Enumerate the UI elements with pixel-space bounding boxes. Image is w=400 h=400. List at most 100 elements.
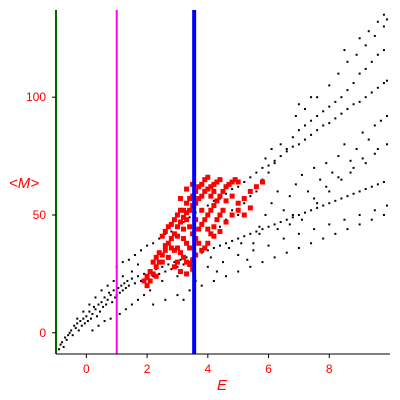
black-data-point (215, 270, 218, 273)
red-data-point (181, 207, 187, 213)
red-data-point (177, 269, 183, 275)
black-data-point (370, 91, 373, 94)
red-data-point (202, 245, 208, 251)
black-data-point (124, 287, 127, 290)
black-data-point (164, 298, 167, 301)
black-data-point (252, 249, 255, 252)
black-data-point (258, 225, 261, 228)
black-data-point (373, 209, 376, 212)
black-data-point (291, 145, 294, 148)
black-data-point (89, 317, 92, 320)
red-data-point (174, 245, 180, 251)
black-data-point (185, 256, 188, 259)
black-data-point (136, 275, 139, 278)
black-data-point (85, 315, 88, 318)
black-data-point (143, 272, 146, 275)
red-data-point (220, 188, 226, 194)
red-data-point (153, 273, 159, 279)
red-data-point (214, 217, 220, 223)
black-data-point (170, 230, 173, 233)
black-data-point (246, 258, 249, 261)
black-data-point (328, 105, 331, 108)
red-data-point (181, 226, 187, 232)
black-data-point (212, 199, 215, 202)
black-data-point (179, 258, 182, 261)
red-data-point (211, 181, 217, 187)
red-data-point (181, 236, 187, 242)
x-tick-label: 6 (265, 362, 272, 376)
black-data-point (228, 246, 231, 249)
red-data-point (199, 207, 205, 213)
red-data-point (241, 195, 247, 201)
black-data-point (124, 308, 127, 311)
black-data-point (364, 188, 367, 191)
red-data-point (162, 243, 168, 249)
black-data-point (231, 239, 234, 242)
black-data-point (334, 232, 337, 235)
red-data-point (153, 254, 159, 260)
black-data-point (279, 143, 282, 146)
black-data-point (273, 223, 276, 226)
black-data-point (231, 209, 234, 212)
black-data-point (382, 25, 385, 28)
red-data-point (162, 228, 168, 234)
red-data-point (153, 264, 159, 270)
black-data-point (364, 44, 367, 47)
red-data-point (168, 236, 174, 242)
black-data-point (80, 324, 83, 327)
red-data-point (150, 259, 156, 265)
black-data-point (322, 124, 325, 127)
red-data-point (220, 207, 226, 213)
black-data-point (294, 115, 297, 118)
red-data-point (229, 212, 235, 218)
black-data-point (261, 228, 264, 231)
black-data-point (288, 223, 291, 226)
black-data-point (121, 261, 124, 264)
black-data-point (212, 279, 215, 282)
black-data-point (86, 320, 89, 323)
black-data-point (237, 270, 240, 273)
black-data-point (140, 279, 143, 282)
red-data-point (165, 254, 171, 260)
black-data-point (376, 20, 379, 23)
red-data-point (156, 259, 162, 265)
red-data-point (253, 184, 259, 190)
black-data-point (337, 72, 340, 75)
red-data-point (174, 212, 180, 218)
black-data-point (346, 60, 349, 63)
black-data-point (255, 190, 258, 193)
x-tick-label: 8 (326, 362, 333, 376)
red-data-point (162, 247, 168, 253)
black-data-point (82, 310, 85, 313)
black-data-point (243, 181, 246, 183)
red-data-point (150, 271, 156, 277)
black-data-point (310, 133, 313, 136)
red-data-point (141, 278, 147, 284)
black-data-point (133, 254, 136, 257)
black-data-point (100, 289, 103, 292)
red-data-point (165, 240, 171, 246)
black-data-point (91, 329, 94, 332)
black-data-point (99, 310, 102, 313)
black-data-point (340, 112, 343, 115)
red-data-point (235, 179, 241, 185)
black-data-point (261, 261, 264, 264)
black-data-point (130, 277, 133, 280)
black-data-point (340, 178, 343, 181)
black-data-point (282, 209, 285, 212)
black-data-point (109, 317, 112, 320)
red-data-point (174, 233, 180, 239)
black-data-point (297, 129, 300, 132)
red-data-point (156, 250, 162, 256)
black-data-point (103, 296, 106, 299)
black-data-point (313, 166, 316, 169)
black-data-point (120, 284, 123, 287)
black-data-point (270, 202, 273, 205)
black-data-point (270, 148, 273, 151)
black-data-point (373, 152, 376, 155)
black-data-point (258, 232, 261, 235)
red-data-point (223, 219, 229, 225)
black-data-point (249, 265, 252, 268)
x-tick-label: 4 (204, 362, 211, 376)
black-data-point (267, 164, 270, 167)
